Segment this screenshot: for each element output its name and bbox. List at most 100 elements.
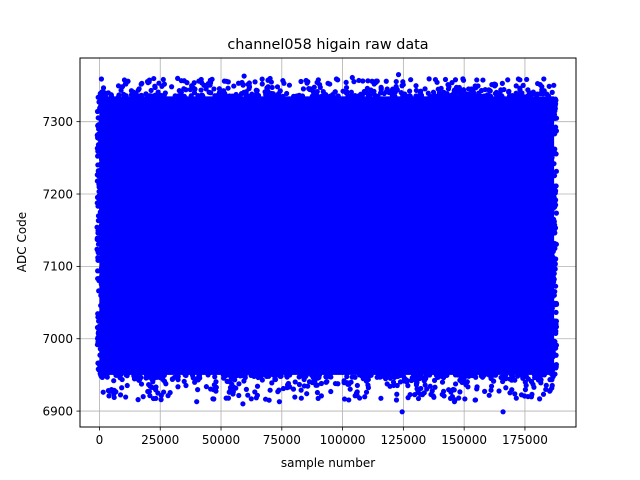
outlier-point — [399, 409, 405, 415]
outlier-point — [303, 77, 309, 84]
data-point — [95, 255, 101, 261]
data-point — [246, 82, 252, 88]
data-point — [483, 93, 489, 99]
data-point — [486, 372, 492, 378]
data-point — [419, 391, 425, 397]
data-point — [551, 111, 558, 118]
dense-point-band — [99, 96, 555, 375]
data-point — [115, 83, 122, 89]
data-point — [540, 391, 547, 397]
data-point — [439, 373, 445, 379]
data-point — [276, 387, 282, 393]
data-point — [525, 87, 531, 93]
data-point — [472, 397, 479, 403]
data-point — [340, 88, 346, 94]
data-point — [413, 378, 419, 384]
x-tick-label: 75000 — [263, 433, 301, 447]
data-point — [131, 376, 138, 382]
data-point — [309, 93, 315, 99]
data-point — [97, 352, 103, 358]
data-point — [344, 373, 350, 380]
data-point — [98, 231, 104, 238]
data-point — [273, 372, 279, 378]
data-point — [439, 391, 445, 398]
data-point — [96, 188, 102, 195]
data-point — [135, 397, 141, 403]
data-point — [298, 78, 304, 85]
y-tick-label: 7000 — [42, 332, 73, 346]
data-point — [452, 77, 459, 83]
data-point — [277, 88, 283, 94]
x-tick-label: 100000 — [320, 433, 366, 447]
data-point — [356, 77, 362, 84]
data-point — [111, 378, 117, 384]
outlier-point — [276, 399, 282, 405]
data-point — [446, 387, 452, 393]
y-tick-label: 7300 — [42, 115, 73, 129]
data-point — [505, 77, 511, 83]
data-point — [298, 387, 304, 393]
data-point — [284, 373, 290, 379]
data-point — [426, 76, 432, 82]
x-axis-label: sample number — [281, 456, 375, 470]
data-point — [531, 384, 537, 390]
data-point — [466, 373, 472, 379]
y-tick-label: 6900 — [42, 404, 73, 418]
data-point — [138, 92, 144, 98]
data-point — [549, 355, 555, 361]
data-point — [198, 87, 204, 93]
data-point — [146, 381, 152, 388]
data-point — [224, 378, 230, 384]
data-point — [100, 92, 106, 98]
data-point — [135, 87, 141, 93]
data-point — [470, 89, 477, 96]
data-point — [514, 93, 521, 99]
data-point — [402, 376, 409, 382]
data-point — [97, 105, 103, 111]
data-point — [487, 93, 494, 99]
data-point — [544, 91, 550, 97]
data-point — [150, 372, 156, 378]
data-point — [172, 374, 179, 380]
data-point — [552, 115, 558, 122]
data-point — [413, 87, 419, 94]
data-point — [378, 395, 384, 401]
data-point — [487, 88, 493, 94]
data-point — [252, 389, 258, 395]
data-point — [272, 376, 278, 382]
data-point — [546, 83, 552, 89]
data-point — [95, 339, 101, 345]
data-point — [460, 77, 467, 83]
data-point — [281, 80, 287, 86]
data-point — [117, 392, 124, 398]
data-point — [509, 387, 515, 393]
data-point — [299, 93, 306, 99]
outlier-point — [415, 389, 421, 395]
data-point — [424, 386, 430, 392]
data-point — [413, 93, 419, 99]
data-point — [402, 91, 408, 97]
data-point — [152, 84, 158, 91]
data-point — [116, 372, 122, 378]
data-point — [96, 367, 102, 373]
y-tick-label: 7200 — [42, 187, 73, 201]
data-point — [422, 86, 428, 92]
data-point — [199, 92, 205, 98]
data-point — [451, 387, 457, 393]
data-point — [95, 153, 101, 159]
data-point — [324, 378, 330, 385]
data-point — [488, 387, 494, 393]
data-point — [549, 209, 555, 216]
data-point — [98, 302, 104, 309]
data-point — [476, 91, 482, 98]
data-point — [491, 372, 497, 378]
data-point — [335, 77, 341, 83]
data-point — [189, 372, 196, 378]
data-point — [395, 373, 401, 379]
data-point — [358, 92, 364, 98]
data-point — [501, 86, 507, 93]
axis-ticks: 0 25000 50000 75000 100000 125000 150000 175000… — [42, 115, 547, 447]
data-point — [124, 373, 130, 379]
data-point — [195, 387, 201, 393]
data-point — [248, 372, 254, 378]
